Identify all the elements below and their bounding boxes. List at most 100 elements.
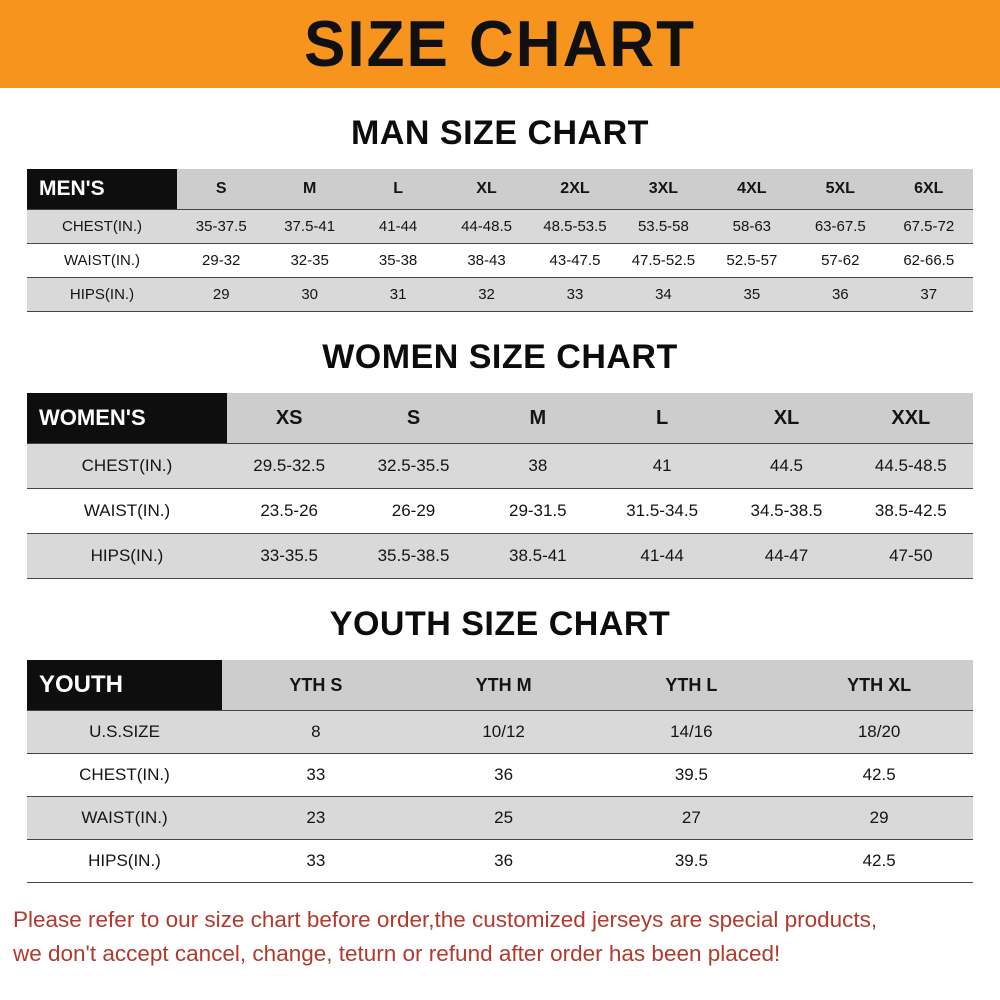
measurement-value: 35-37.5 [195, 218, 247, 235]
measurement-value: 35-38 [378, 252, 418, 269]
measurement-value: 36 [831, 286, 849, 303]
table-row: U.S.SIZE 8 10/12 14/16 18/20 [27, 710, 973, 754]
measurement-value: 38.5-42.5 [874, 501, 947, 520]
measurement-value: 62-66.5 [903, 252, 955, 269]
measurement-label: HIPS(IN.) [88, 851, 161, 870]
table-row: HIPS(IN.) 33 36 39.5 42.5 [27, 839, 973, 883]
size-column-header: L [599, 393, 725, 444]
measurement-value: 39.5 [674, 851, 708, 870]
size-column-header: S [351, 393, 476, 444]
size-column-header: XS [227, 393, 352, 444]
measurement-value: 44.5 [769, 456, 804, 475]
measurement-value: 36 [494, 765, 514, 784]
measurement-value: 58-63 [732, 218, 772, 235]
measurement-value: 38-43 [467, 252, 506, 269]
measurement-value: 41-44 [378, 218, 418, 235]
table-row: HIPS(IN.) 29 30 31 32 33 34 35 36 37 [27, 277, 973, 312]
measurement-value: 47.5-52.5 [631, 252, 696, 269]
measurement-value: 37 [920, 286, 938, 303]
youth-size-table: YOUTH YTH S YTH M YTH L YTH XL U.S.SIZE 8 10/12… [27, 660, 973, 883]
measurement-value: 29-32 [202, 252, 241, 269]
womens-size-table: WOMEN'S XS S M L XL XXL CHEST(IN.) 29.5-32.5 32.5… [27, 393, 973, 579]
mens-size-table: MEN'S S M L XL 2XL 3XL 4XL 5XL 6XL CHEST(IN.) 35-37… [27, 169, 973, 312]
youth-corner-label: YOUTH [27, 660, 222, 711]
measurement-label: HIPS(IN.) [69, 286, 135, 303]
measurement-value: 25 [494, 808, 514, 827]
size-column-header: 4XL [707, 169, 797, 210]
size-column-header: M [475, 393, 600, 444]
page-title: SIZE CHART [304, 7, 696, 81]
womens-corner-label: WOMEN'S [27, 393, 227, 444]
mens-section-heading: MAN SIZE CHART [351, 114, 649, 152]
measurement-value: 41 [652, 456, 672, 475]
measurement-value: 23 [306, 808, 326, 827]
youth-size-section: YOUTH SIZE CHART YOUTH YTH S YTH M YTH L YTH… [0, 605, 1000, 883]
measurement-value: 44-47 [764, 546, 809, 565]
size-column-header: YTH XL [785, 660, 973, 711]
measurement-label: CHEST(IN.) [62, 218, 142, 235]
size-column-header: S [177, 169, 266, 210]
measurement-value: 39.5 [674, 765, 708, 784]
measurement-value: 32 [478, 286, 495, 303]
measurement-value: 48.5-53.5 [543, 218, 607, 235]
measurement-value: 29 [212, 286, 230, 303]
measurement-value: 37.5-41 [284, 218, 336, 235]
measurement-value: 27 [681, 808, 701, 827]
measurement-value: 36 [494, 851, 514, 870]
table-row: CHEST(IN.) 29.5-32.5 32.5-35.5 38 41 44.5 44.5… [27, 443, 973, 489]
table-row: HIPS(IN.) 33-35.5 35.5-38.5 38.5-41 41-44 44-… [27, 533, 973, 579]
youth-table-header-row: YOUTH YTH S YTH M YTH L YTH XL [27, 660, 973, 711]
mens-table-header-row: MEN'S S M L XL 2XL 3XL 4XL 5XL 6XL [27, 169, 973, 210]
size-column-header: YTH L [597, 660, 786, 711]
size-column-header: 2XL [530, 169, 620, 210]
measurement-value: 34.5-38.5 [750, 501, 823, 520]
measurement-label: CHEST(IN.) [79, 765, 170, 784]
measurement-value: 47-50 [889, 546, 933, 565]
table-row: CHEST(IN.) 35-37.5 37.5-41 41-44 44-48.5 48.5… [27, 209, 973, 244]
measurement-label: WAIST(IN.) [83, 501, 171, 520]
measurement-value: 41-44 [640, 546, 684, 565]
measurement-value: 33-35.5 [260, 546, 318, 565]
measurement-label: WAIST(IN.) [81, 808, 168, 827]
measurement-value: 33 [306, 765, 326, 784]
womens-table-header-row: WOMEN'S XS S M L XL XXL [27, 393, 973, 444]
womens-size-section: WOMEN SIZE CHART WOMEN'S XS S M L XL XXL CHEST(… [0, 338, 1000, 579]
size-column-header: M [265, 169, 354, 210]
table-row: WAIST(IN.) 23 25 27 29 [27, 796, 973, 840]
size-column-header: YTH M [409, 660, 598, 711]
size-column-header: XXL [848, 393, 973, 444]
table-row: WAIST(IN.) 23.5-26 26-29 29-31.5 31.5-34.5 34… [27, 488, 973, 534]
size-column-header: 3XL [619, 169, 708, 210]
size-column-header: 6XL [884, 169, 973, 210]
womens-section-heading: WOMEN SIZE CHART [322, 338, 678, 376]
measurement-value: 32-35 [290, 252, 329, 269]
measurement-label: HIPS(IN.) [90, 546, 164, 565]
measurement-value: 35 [743, 286, 761, 303]
measurement-value: 38.5-41 [508, 546, 567, 565]
table-row: CHEST(IN.) 33 36 39.5 42.5 [27, 753, 973, 797]
measurement-value: 14/16 [670, 722, 713, 741]
measurement-value: 26-29 [391, 501, 436, 520]
disclaimer-line-1: Please refer to our size chart before or… [13, 907, 878, 932]
measurement-value: 67.5-72 [903, 218, 955, 235]
measurement-value: 33 [306, 851, 326, 870]
size-column-header: YTH S [222, 660, 410, 711]
measurement-label: WAIST(IN.) [63, 252, 141, 269]
size-column-header: XL [442, 169, 531, 210]
measurement-value: 18/20 [857, 722, 901, 741]
measurement-value: 34 [655, 286, 672, 303]
measurement-value: 42.5 [862, 765, 896, 784]
disclaimer-line-2: we don't accept cancel, change, teturn o… [13, 940, 781, 966]
measurement-value: 52.5-57 [726, 252, 778, 269]
measurement-value: 30 [301, 286, 318, 303]
measurement-value: 53.5-58 [637, 218, 689, 235]
measurement-value: 38 [528, 456, 548, 475]
disclaimer-text: Please refer to our size chart before or… [0, 903, 1000, 971]
size-column-header: XL [724, 393, 849, 444]
measurement-value: 29.5-32.5 [253, 456, 326, 475]
measurement-value: 35.5-38.5 [377, 546, 450, 565]
measurement-value: 44.5-48.5 [874, 456, 947, 475]
measurement-value: 43-47.5 [549, 252, 601, 269]
measurement-value: 31.5-34.5 [626, 501, 699, 520]
mens-corner-label: MEN'S [27, 169, 177, 210]
